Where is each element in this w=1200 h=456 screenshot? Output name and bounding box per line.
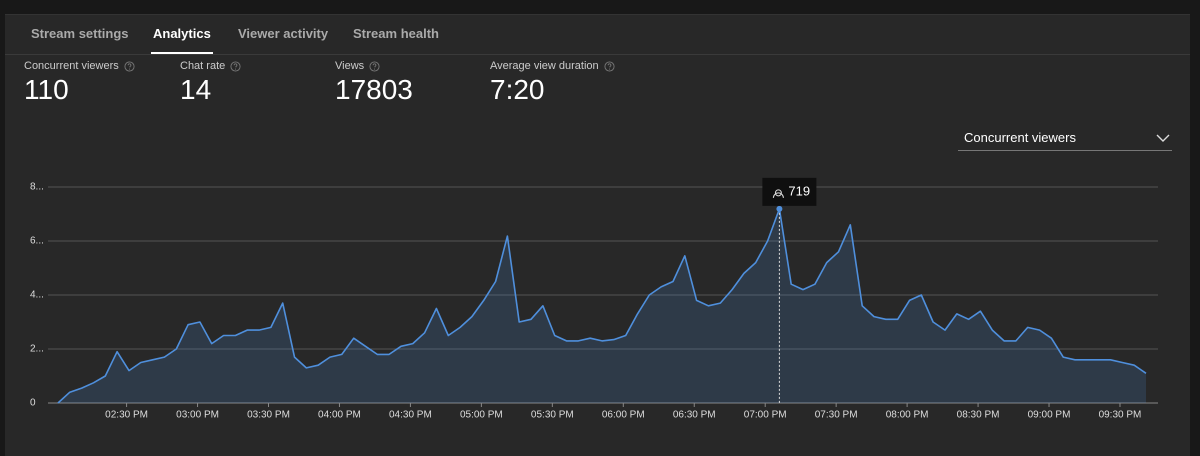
tab[interactable]: Stream settings xyxy=(31,26,129,41)
x-tick-label: 07:30 PM xyxy=(815,410,858,421)
tab[interactable]: Viewer activity xyxy=(238,26,329,41)
x-tick-label: 02:30 PM xyxy=(105,410,148,421)
help-icon[interactable] xyxy=(604,60,615,72)
stat: Views 17803 xyxy=(335,60,413,106)
x-tick-label: 05:30 PM xyxy=(531,410,574,421)
y-tick-label: 4... xyxy=(30,290,44,301)
stat: Chat rate 14 xyxy=(180,60,241,106)
x-tick-label: 06:30 PM xyxy=(673,410,716,421)
x-tick-label: 03:00 PM xyxy=(176,410,219,421)
tooltip: 719 xyxy=(762,177,817,206)
hover-point xyxy=(776,205,783,212)
metric-dropdown[interactable]: Concurrent viewers xyxy=(958,122,1172,151)
help-icon[interactable] xyxy=(369,60,380,72)
tab-bar: Stream settings Analytics Viewer activit… xyxy=(5,15,1190,55)
stat: Average view duration 7:20 xyxy=(490,60,615,106)
y-tick-label: 2... xyxy=(30,344,44,355)
viewer-icon xyxy=(772,189,784,198)
stat-value: 14 xyxy=(180,74,212,105)
tooltip-value: 719 xyxy=(788,183,810,198)
x-tick-label: 03:30 PM xyxy=(247,410,290,421)
x-tick-label: 09:30 PM xyxy=(1099,410,1142,421)
stat-value: 17803 xyxy=(335,74,413,105)
x-tick-label: 07:00 PM xyxy=(744,410,787,421)
x-tick-label: 05:00 PM xyxy=(460,410,503,421)
stat-value: 7:20 xyxy=(490,74,545,105)
chevron-icon xyxy=(1156,134,1170,142)
series-line xyxy=(57,208,1147,404)
x-tick-label: 06:00 PM xyxy=(602,410,645,421)
help-icon[interactable] xyxy=(124,60,135,72)
help-icon[interactable] xyxy=(230,60,241,72)
analytics-panel: Stream settings Analytics Viewer activit… xyxy=(5,14,1190,456)
stat-label: Views xyxy=(335,60,365,72)
stat-label: Concurrent viewers xyxy=(24,60,119,72)
stat: Concurrent viewers 110 xyxy=(24,60,135,106)
x-tick-label: 04:30 PM xyxy=(389,410,432,421)
stat-label: Chat rate xyxy=(180,60,226,72)
tab[interactable]: Analytics xyxy=(151,26,213,54)
area-fill xyxy=(58,208,1146,403)
stat-value: 110 xyxy=(24,74,69,105)
x-tick-label: 08:30 PM xyxy=(957,410,1000,421)
x-tick-label: 08:00 PM xyxy=(886,410,929,421)
x-tick-label: 09:00 PM xyxy=(1028,410,1071,421)
stat-label: Average view duration xyxy=(490,60,599,72)
tooltip-box xyxy=(762,177,817,206)
y-tick-label: 0 xyxy=(30,398,36,409)
y-tick-label: 8... xyxy=(30,182,44,193)
y-tick-label: 6... xyxy=(30,236,44,247)
tab[interactable]: Stream health xyxy=(353,26,439,41)
dropdown-label: Concurrent viewers xyxy=(964,130,1076,145)
x-tick-label: 04:00 PM xyxy=(318,410,361,421)
